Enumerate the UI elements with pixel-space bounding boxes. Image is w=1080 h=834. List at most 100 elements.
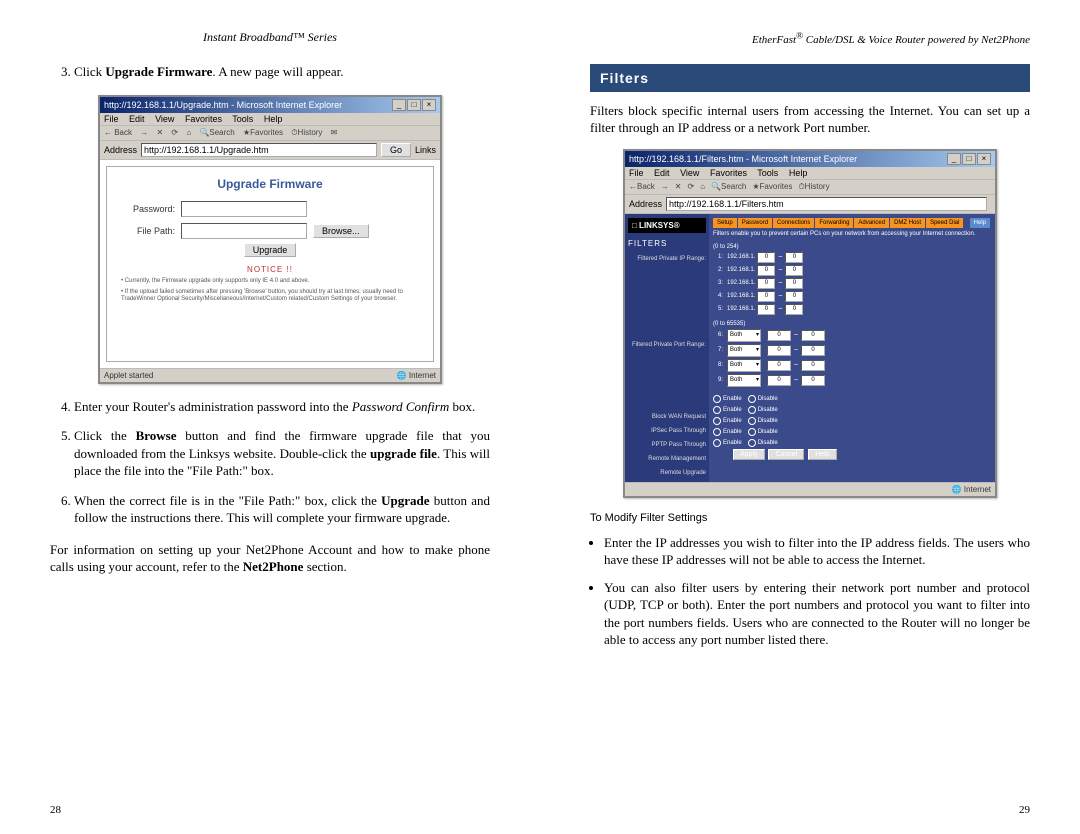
- option-row: EnableDisable: [713, 406, 991, 414]
- step-3: Click Upgrade Firmware. A new page will …: [74, 63, 490, 81]
- bullet-2: You can also filter users by entering th…: [604, 579, 1030, 649]
- page-number-right: 29: [1019, 804, 1030, 816]
- port-row: 7:Both0~0: [713, 344, 991, 357]
- address-input[interactable]: [141, 143, 377, 157]
- titlebar-2: http://192.168.1.1/Filters.htm - Microso…: [625, 151, 995, 167]
- addressbar: Address Go Links: [100, 141, 440, 160]
- ip-row: 4:192.168.1.0~0: [713, 291, 991, 302]
- ip-to[interactable]: 0: [785, 291, 803, 302]
- ip-to[interactable]: 0: [785, 252, 803, 263]
- port-row: 6:Both0~0: [713, 329, 991, 342]
- filters-sidebar: □ LINKSYS® FILTERS Filtered Private IP R…: [625, 214, 709, 482]
- enable-radio[interactable]: [713, 406, 721, 414]
- ip-from[interactable]: 0: [757, 291, 775, 302]
- step-5: Click the Browse button and find the fir…: [74, 427, 490, 480]
- window-title-2: http://192.168.1.1/Filters.htm - Microso…: [629, 154, 857, 164]
- port-to[interactable]: 0: [801, 345, 825, 356]
- port-from[interactable]: 0: [767, 360, 791, 371]
- proto-select[interactable]: Both: [727, 359, 761, 372]
- port-row: 8:Both0~0: [713, 359, 991, 372]
- bullet-1: Enter the IP addresses you wish to filte…: [604, 534, 1030, 569]
- right-page: EtherFast® Cable/DSL & Voice Router powe…: [540, 0, 1080, 834]
- filters-window: http://192.168.1.1/Filters.htm - Microso…: [623, 149, 997, 498]
- fine-print-1: • Currently, the Firmware upgrade only s…: [115, 278, 425, 285]
- help-button[interactable]: Help: [808, 449, 836, 460]
- proto-select[interactable]: Both: [727, 374, 761, 387]
- filters-heading: Filters: [590, 64, 1030, 92]
- filepath-input[interactable]: [181, 223, 307, 239]
- left-header: Instant Broadband™ Series: [50, 30, 490, 45]
- window-controls: _□×: [391, 99, 436, 111]
- enable-radio[interactable]: [713, 417, 721, 425]
- window-title: http://192.168.1.1/Upgrade.htm - Microso…: [104, 100, 342, 110]
- port-row: 9:Both0~0: [713, 374, 991, 387]
- ip-from[interactable]: 0: [757, 265, 775, 276]
- option-row: EnableDisable: [713, 417, 991, 425]
- content-area: Upgrade Firmware Password: File Path: Br…: [100, 160, 440, 368]
- menubar-2: File Edit View Favorites Tools Help: [625, 167, 995, 180]
- toolbar: ← Back → ✕ ⟳ ⌂ 🔍Search ★Favorites ⏱Histo…: [100, 126, 440, 141]
- address-input-2[interactable]: [666, 197, 987, 211]
- proto-select[interactable]: Both: [727, 344, 761, 357]
- filters-intro: Filters block specific internal users fr…: [590, 102, 1030, 137]
- apply-button[interactable]: Apply: [733, 449, 765, 460]
- port-from[interactable]: 0: [767, 330, 791, 341]
- steps-list: Click Upgrade Firmware. A new page will …: [50, 63, 490, 81]
- upgrade-window: http://192.168.1.1/Upgrade.htm - Microso…: [98, 95, 442, 384]
- notice-label: NOTICE !!: [115, 265, 425, 274]
- fine-print-2: • If the upload failed sometimes after p…: [115, 289, 425, 303]
- cancel-button[interactable]: Cancel: [768, 449, 804, 460]
- enable-radio[interactable]: [713, 395, 721, 403]
- disable-radio[interactable]: [748, 439, 756, 447]
- linksys-logo: □ LINKSYS®: [628, 218, 706, 233]
- enable-radio[interactable]: [713, 439, 721, 447]
- statusbar-2: 🌐 Internet: [625, 482, 995, 496]
- upgrade-title: Upgrade Firmware: [115, 177, 425, 191]
- filters-main: Setup Password Connections Forwarding Ad…: [709, 214, 995, 482]
- step-4: Enter your Router's administration passw…: [74, 398, 490, 416]
- disable-radio[interactable]: [748, 428, 756, 436]
- ip-row: 5:192.168.1.0~0: [713, 304, 991, 315]
- port-to[interactable]: 0: [801, 360, 825, 371]
- password-input[interactable]: [181, 201, 307, 217]
- port-from[interactable]: 0: [767, 345, 791, 356]
- enable-radio[interactable]: [713, 428, 721, 436]
- filter-bullets: Enter the IP addresses you wish to filte…: [590, 534, 1030, 649]
- toolbar-2: ←Back→✕⟳⌂🔍Search★Favorites⏱History: [625, 180, 995, 195]
- left-page: Instant Broadband™ Series Click Upgrade …: [0, 0, 540, 834]
- closing-text: For information on setting up your Net2P…: [50, 541, 490, 576]
- ip-from[interactable]: 0: [757, 278, 775, 289]
- disable-radio[interactable]: [748, 406, 756, 414]
- disable-radio[interactable]: [748, 395, 756, 403]
- linksys-tabs: Setup Password Connections Forwarding Ad…: [713, 218, 964, 228]
- option-row: EnableDisable: [713, 395, 991, 403]
- filters-content: □ LINKSYS® FILTERS Filtered Private IP R…: [625, 214, 995, 482]
- addressbar-2: Address: [625, 195, 995, 214]
- titlebar: http://192.168.1.1/Upgrade.htm - Microso…: [100, 97, 440, 113]
- browse-button[interactable]: Browse...: [313, 224, 369, 238]
- ip-to[interactable]: 0: [785, 304, 803, 315]
- upgrade-button[interactable]: Upgrade: [244, 243, 297, 257]
- ip-from[interactable]: 0: [757, 304, 775, 315]
- statusbar: Applet started 🌐 Internet: [100, 368, 440, 382]
- port-to[interactable]: 0: [801, 330, 825, 341]
- ip-row: 1:192.168.1.0~0: [713, 252, 991, 263]
- step-6: When the correct file is in the "File Pa…: [74, 492, 490, 527]
- filepath-row: File Path: Browse...: [115, 223, 425, 239]
- port-to[interactable]: 0: [801, 375, 825, 386]
- ip-to[interactable]: 0: [785, 278, 803, 289]
- ip-from[interactable]: 0: [757, 252, 775, 263]
- menubar: File Edit View Favorites Tools Help: [100, 113, 440, 126]
- option-row: EnableDisable: [713, 428, 991, 436]
- proto-select[interactable]: Both: [727, 329, 761, 342]
- password-row: Password:: [115, 201, 425, 217]
- option-row: EnableDisable: [713, 439, 991, 447]
- page-number-left: 28: [50, 804, 61, 816]
- ip-to[interactable]: 0: [785, 265, 803, 276]
- steps-list-2: Enter your Router's administration passw…: [50, 398, 490, 527]
- ip-row: 2:192.168.1.0~0: [713, 265, 991, 276]
- right-header: EtherFast® Cable/DSL & Voice Router powe…: [590, 30, 1030, 46]
- port-from[interactable]: 0: [767, 375, 791, 386]
- disable-radio[interactable]: [748, 417, 756, 425]
- ip-row: 3:192.168.1.0~0: [713, 278, 991, 289]
